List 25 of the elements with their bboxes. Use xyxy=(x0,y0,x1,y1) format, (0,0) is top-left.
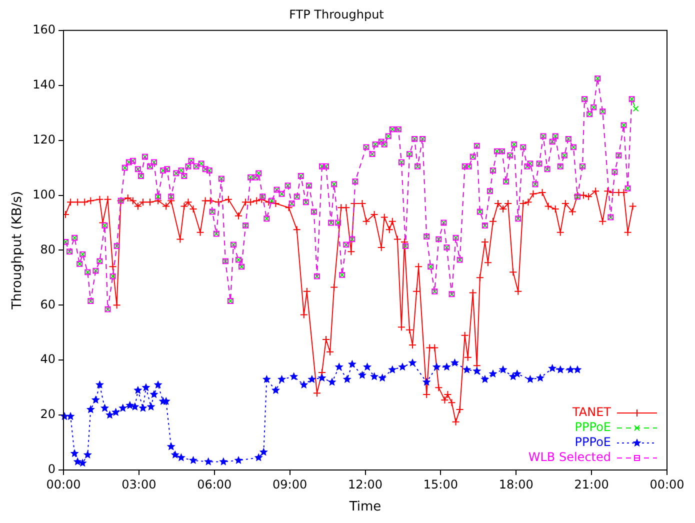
x-axis-title: Time xyxy=(348,500,382,515)
legend-label: TANET xyxy=(572,405,612,420)
y-tick-label: 60 xyxy=(40,297,56,312)
x-tick-label: 15:00 xyxy=(423,477,458,492)
x-tick-label: 18:00 xyxy=(498,477,534,492)
y-tick-label: 100 xyxy=(32,187,56,202)
x-tick-label: 21:00 xyxy=(574,477,609,492)
x-tick-label: 00:00 xyxy=(650,477,684,492)
y-tick-label: 0 xyxy=(48,462,56,476)
y-tick-label: 80 xyxy=(40,242,56,256)
y-axis-title: Throughput (KB/s) xyxy=(10,191,26,310)
y-tick-label: 140 xyxy=(32,77,56,92)
x-tick-label: 09:00 xyxy=(272,477,308,492)
y-tick-label: 160 xyxy=(32,22,56,37)
legend-label: PPPoE xyxy=(574,420,611,434)
x-tick-label: 06:00 xyxy=(197,477,232,492)
legend-label: WLB Selected xyxy=(528,450,611,464)
x-tick-label: 03:00 xyxy=(122,477,156,492)
y-tick-label: 40 xyxy=(40,352,56,366)
chart-title: FTP Throughput xyxy=(289,7,384,22)
x-tick-label: 00:00 xyxy=(46,477,81,492)
x-tick-label: 12:00 xyxy=(348,477,383,492)
legend-label: PPPoE xyxy=(574,435,611,450)
y-tick-label: 120 xyxy=(32,132,56,146)
y-tick-label: 20 xyxy=(40,407,56,422)
